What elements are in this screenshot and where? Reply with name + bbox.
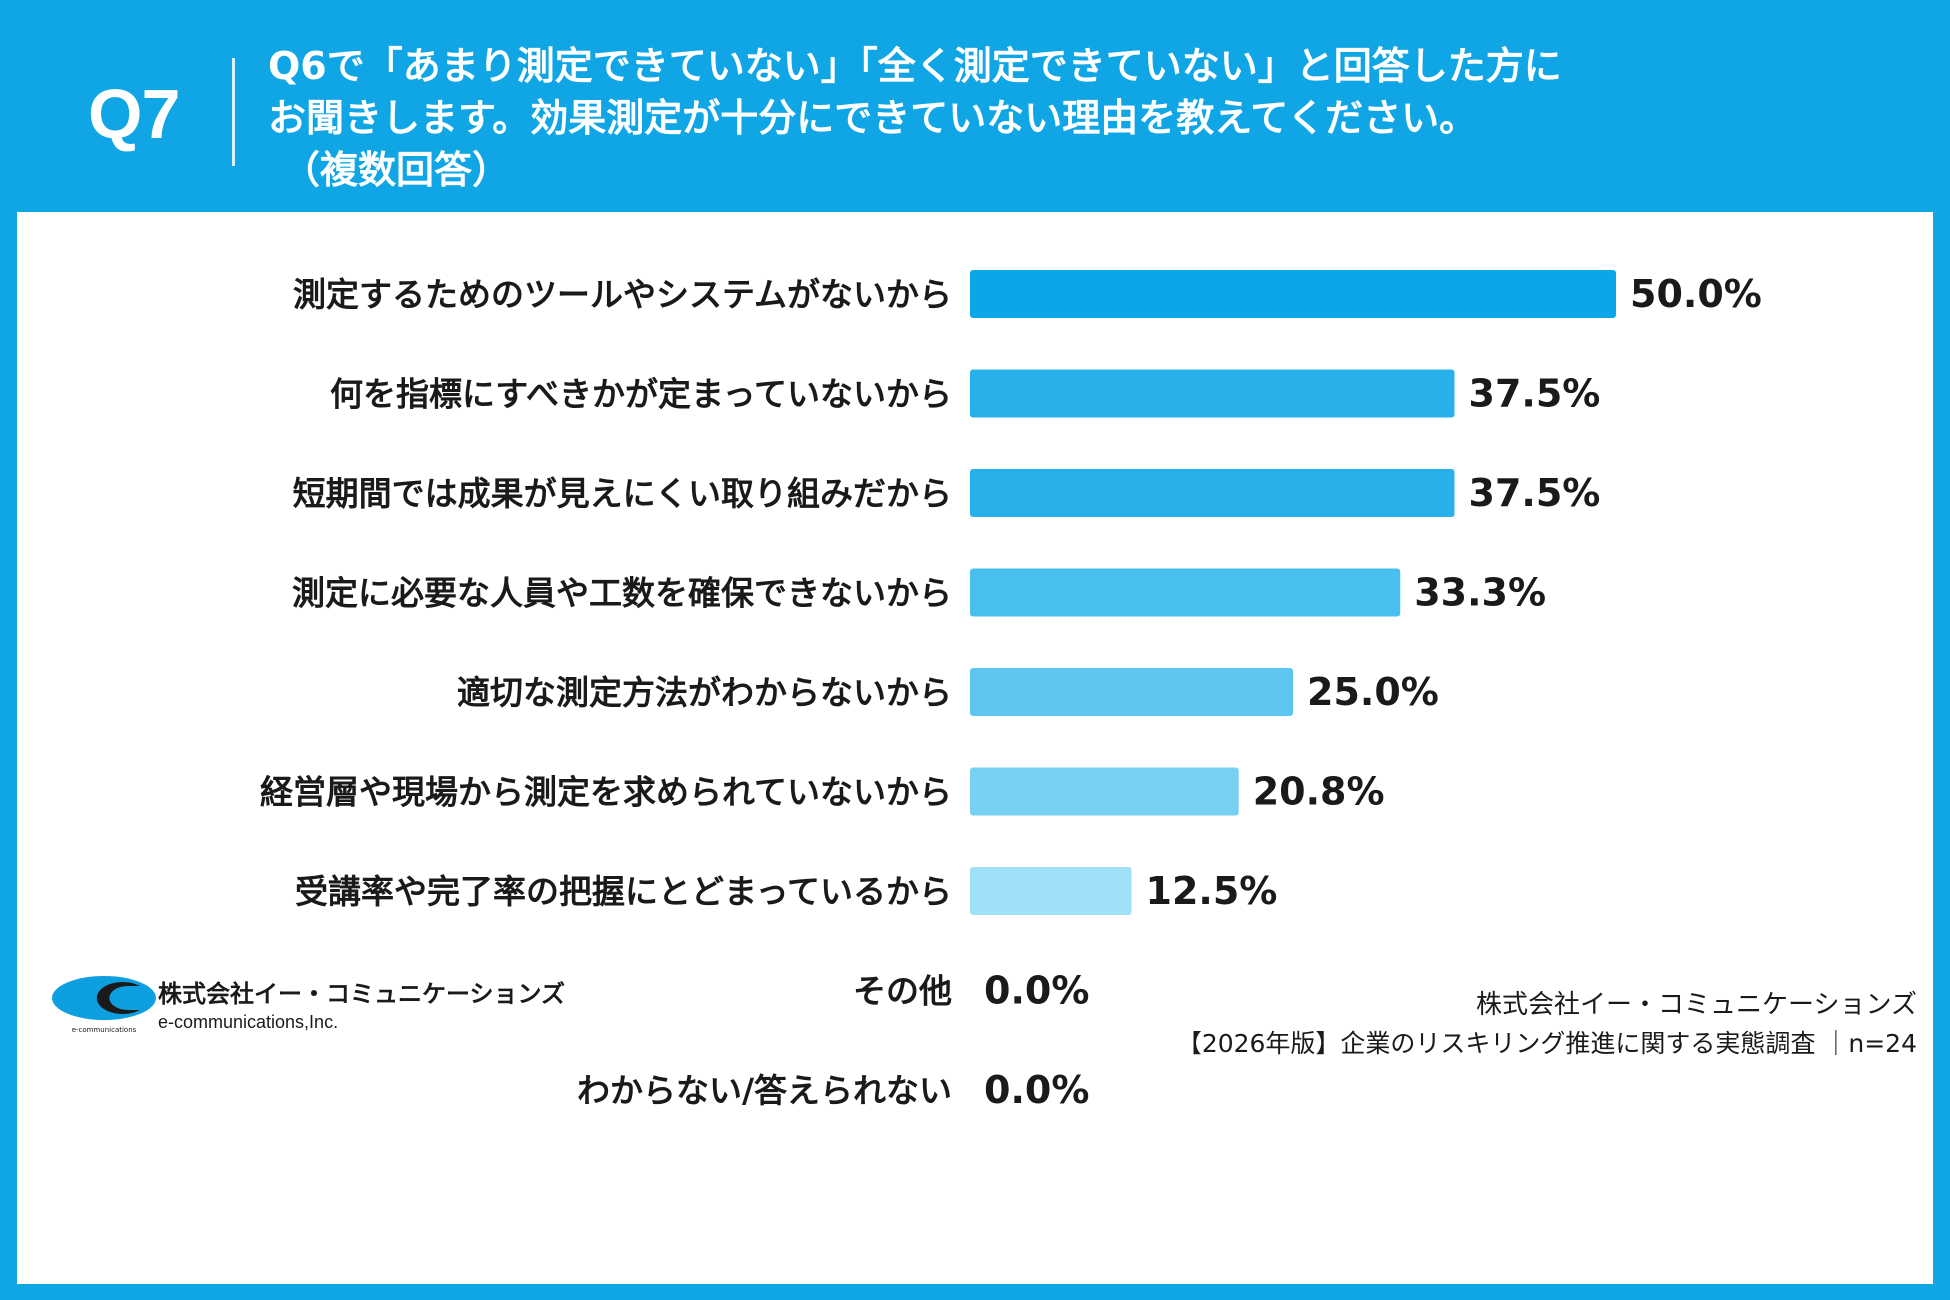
category-label: 経営層や現場から測定を求められていないから (260, 773, 952, 812)
source-company: 株式会社イー・コミュニケーションズ (1476, 990, 1917, 1020)
question-line-2: お聞きします。効果測定が十分にできていない理由を教えてください。 (268, 96, 1478, 140)
value-label: 0.0% (984, 1068, 1089, 1112)
value-label: 25.0% (1307, 670, 1439, 714)
category-label: その他 (853, 972, 952, 1011)
logo-company-name: 株式会社イー・コミュニケーションズ (158, 980, 566, 1008)
logo-company-english: e-communications,Inc. (158, 1012, 339, 1032)
category-label: 測定するためのツールやシステムがないから (293, 275, 952, 314)
question-text: Q6で「あまり測定できていない」「全く測定できていない」と回答した方に お聞きし… (268, 40, 1908, 196)
bar (970, 668, 1293, 716)
header-divider (232, 58, 235, 166)
question-note: （複数回答） (282, 148, 511, 192)
bar (970, 568, 1401, 617)
category-label: 受講率や完了率の把握にとどまっているから (295, 872, 952, 911)
bar (970, 767, 1239, 816)
logo-c-mark (96, 982, 140, 1014)
category-label: 測定に必要な人員や工数を確保できないから (292, 574, 952, 613)
bar (970, 270, 1616, 318)
value-label: 0.0% (984, 969, 1089, 1013)
value-label: 50.0% (1630, 272, 1762, 316)
logo-tiny-text: e-communications (72, 1026, 137, 1034)
category-label: 何を指標にすべきかが定まっていないから (330, 375, 952, 414)
value-label: 37.5% (1469, 372, 1601, 416)
company-logo: e-communications (52, 976, 156, 1034)
value-label: 37.5% (1469, 471, 1601, 515)
bar (970, 369, 1455, 418)
category-label: 短期間では成果が見えにくい取り組みだから (293, 474, 952, 513)
bar (970, 469, 1455, 517)
bar (970, 867, 1132, 915)
category-label: わからない/答えられない (577, 1071, 952, 1110)
value-label: 12.5% (1146, 869, 1278, 913)
value-label: 33.3% (1414, 571, 1546, 615)
value-label: 20.8% (1253, 770, 1385, 814)
source-survey: 【2026年版】企業のリスキリング推進に関する実態調査 ｜n=24 (1176, 1029, 1917, 1058)
question-header: Q7 Q6で「あまり測定できていない」「全く測定できていない」と回答した方に お… (0, 0, 1950, 210)
category-label: 適切な測定方法がわからないから (457, 673, 952, 712)
question-number: Q7 (88, 75, 180, 153)
question-line-1: Q6で「あまり測定できていない」「全く測定できていない」と回答した方に (268, 44, 1562, 88)
